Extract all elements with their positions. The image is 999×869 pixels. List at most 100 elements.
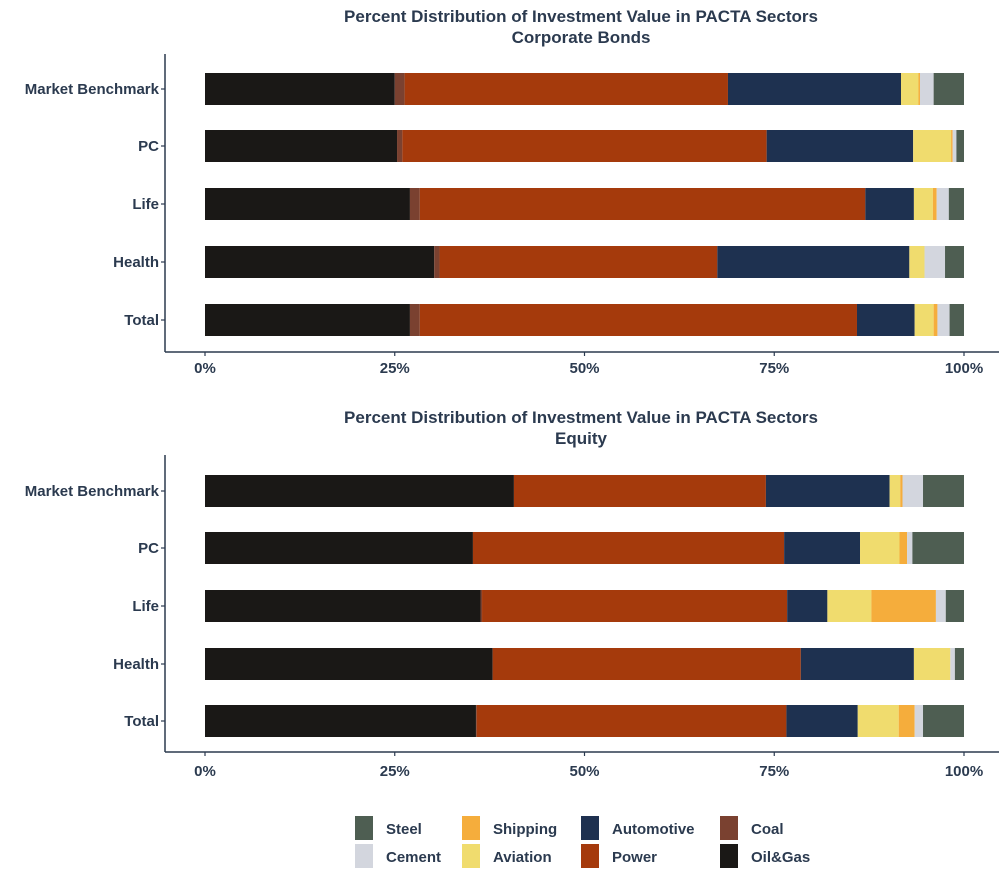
legend-swatch <box>581 844 599 868</box>
bar-segment-oil-gas <box>205 475 514 507</box>
x-tick-label: 25% <box>380 360 410 377</box>
bar-segment-automotive <box>786 705 858 737</box>
bar-segment-cement <box>919 73 934 105</box>
x-tick-label: 50% <box>569 360 599 377</box>
bar-segment-automotive <box>784 532 861 564</box>
legend-label: Steel <box>386 821 422 838</box>
bar-segment-cement <box>924 246 946 278</box>
bar-segment-power <box>472 532 785 564</box>
x-tick-label: 100% <box>945 763 983 780</box>
bar-segment-coal <box>394 73 405 105</box>
bar-segment-oil-gas <box>205 705 476 737</box>
bar-segment-shipping <box>900 475 903 507</box>
chart-panel-0: Percent Distribution of Investment Value… <box>25 7 999 377</box>
category-label: Life <box>132 196 159 213</box>
chart-title: Percent Distribution of Investment Value… <box>344 408 818 427</box>
bar-segment-automotive <box>727 73 902 105</box>
bar-segment-cement <box>914 705 924 737</box>
bar-segment-aviation <box>913 648 951 680</box>
bar-segment-coal <box>397 130 403 162</box>
bar-segment-aviation <box>827 590 872 622</box>
bar-segment-steel <box>933 73 964 105</box>
chart-panel-1: Percent Distribution of Investment Value… <box>25 408 999 780</box>
bar-segment-aviation <box>860 532 900 564</box>
bar-segment-power <box>492 648 801 680</box>
bar-segment-shipping <box>898 705 915 737</box>
bar-segment-cement <box>902 475 924 507</box>
bar-segment-automotive <box>766 130 914 162</box>
bar-segment-automotive <box>717 246 910 278</box>
category-label: Total <box>124 312 159 329</box>
bar-segment-cement <box>907 532 913 564</box>
bar-segment-oil-gas <box>205 532 473 564</box>
bar-segment-power <box>419 188 866 220</box>
bar-segment-cement <box>936 188 949 220</box>
bar-segment-aviation <box>914 304 934 336</box>
bar-segment-coal <box>409 304 420 336</box>
bar-segment-cement <box>950 648 955 680</box>
bar-segment-aviation <box>857 705 899 737</box>
bar-segment-coal <box>475 705 477 737</box>
bar-segment-aviation <box>889 475 901 507</box>
x-tick-label: 75% <box>759 763 789 780</box>
category-label: PC <box>138 138 159 155</box>
x-tick-label: 0% <box>194 763 216 780</box>
bar-segment-steel <box>956 130 964 162</box>
bar-segment-shipping <box>871 590 936 622</box>
bar-segment-shipping <box>933 304 938 336</box>
bar-segment-oil-gas <box>205 188 410 220</box>
bar-segment-shipping <box>951 130 953 162</box>
bar-segment-steel <box>923 705 964 737</box>
bar-segment-shipping <box>932 188 937 220</box>
category-label: Life <box>132 598 159 615</box>
legend-label: Coal <box>751 821 784 838</box>
legend-swatch <box>720 816 738 840</box>
x-tick-label: 100% <box>945 360 983 377</box>
bar-segment-power <box>439 246 718 278</box>
chart-subtitle: Equity <box>555 429 607 448</box>
legend-label: Automotive <box>612 821 695 838</box>
x-tick-label: 0% <box>194 360 216 377</box>
bar-segment-cement <box>952 130 957 162</box>
bar-segment-oil-gas <box>205 590 481 622</box>
legend-swatch <box>355 816 373 840</box>
legend-label: Power <box>612 849 657 866</box>
bar-segment-aviation <box>913 188 933 220</box>
category-label: Total <box>124 713 159 730</box>
legend-label: Cement <box>386 849 441 866</box>
bar-segment-shipping <box>918 73 920 105</box>
bar-segment-coal <box>409 188 420 220</box>
bar-segment-aviation <box>901 73 919 105</box>
legend-swatch <box>355 844 373 868</box>
bar-segment-power <box>402 130 767 162</box>
bar-segment-steel <box>945 246 964 278</box>
bar-segment-automotive <box>765 475 890 507</box>
legend-label: Shipping <box>493 821 557 838</box>
category-label: Health <box>113 656 159 673</box>
bar-segment-cement <box>935 590 946 622</box>
bar-segment-steel <box>954 648 964 680</box>
legend-swatch <box>462 844 480 868</box>
category-label: Market Benchmark <box>25 81 160 98</box>
bar-segment-power <box>513 475 766 507</box>
bar-segment-oil-gas <box>205 304 410 336</box>
legend-swatch <box>462 816 480 840</box>
bar-segment-coal <box>434 246 440 278</box>
bar-segment-steel <box>923 475 964 507</box>
legend-swatch <box>720 844 738 868</box>
bar-segment-steel <box>945 590 964 622</box>
bar-segment-oil-gas <box>205 246 435 278</box>
bar-segment-shipping <box>899 532 908 564</box>
x-tick-label: 75% <box>759 360 789 377</box>
bar-segment-automotive <box>856 304 915 336</box>
chart-title: Percent Distribution of Investment Value… <box>344 7 818 26</box>
bar-segment-cement <box>937 304 950 336</box>
bar-segment-automotive <box>800 648 914 680</box>
bar-segment-coal <box>480 590 483 622</box>
bar-segment-power <box>404 73 728 105</box>
bar-segment-power <box>419 304 857 336</box>
legend-label: Oil&Gas <box>751 849 810 866</box>
bar-segment-power <box>476 705 787 737</box>
bar-segment-oil-gas <box>205 73 395 105</box>
